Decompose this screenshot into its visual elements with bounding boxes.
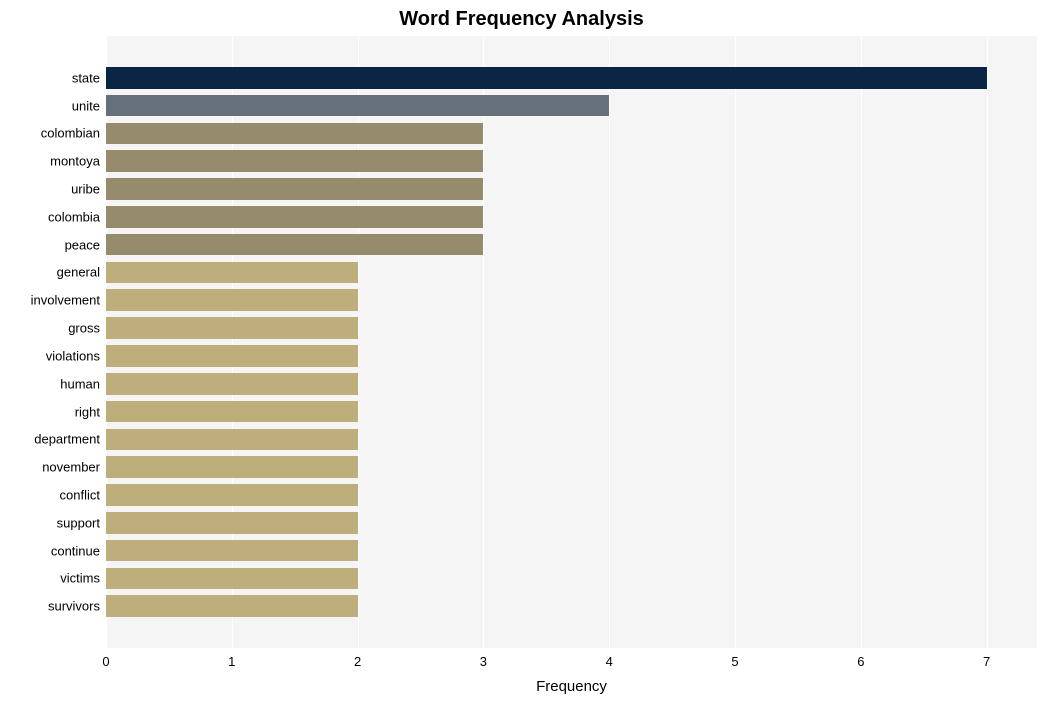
y-tick-label: november xyxy=(42,460,106,475)
bar xyxy=(106,178,483,200)
bar xyxy=(106,429,358,451)
x-gridline xyxy=(609,36,610,648)
y-tick-label: colombian xyxy=(41,126,106,141)
y-tick-label: department xyxy=(34,432,106,447)
bar xyxy=(106,595,358,617)
bar xyxy=(106,123,483,145)
x-gridline xyxy=(735,36,736,648)
x-tick-label: 6 xyxy=(857,648,864,669)
y-tick-label: state xyxy=(72,70,106,85)
bar xyxy=(106,568,358,590)
x-tick-label: 7 xyxy=(983,648,990,669)
bar xyxy=(106,206,483,228)
x-tick-label: 3 xyxy=(480,648,487,669)
x-gridline xyxy=(483,36,484,648)
x-tick-label: 0 xyxy=(102,648,109,669)
y-tick-label: montoya xyxy=(50,154,106,169)
y-tick-label: colombia xyxy=(48,209,106,224)
bar xyxy=(106,540,358,562)
chart-title: Word Frequency Analysis xyxy=(0,8,1043,31)
y-tick-label: violations xyxy=(46,348,106,363)
bar xyxy=(106,484,358,506)
bar xyxy=(106,401,358,423)
x-gridline xyxy=(861,36,862,648)
bar xyxy=(106,262,358,284)
x-gridline xyxy=(987,36,988,648)
bar xyxy=(106,456,358,478)
y-tick-label: continue xyxy=(51,543,106,558)
y-tick-label: survivors xyxy=(48,599,106,614)
y-tick-label: victims xyxy=(60,571,106,586)
y-tick-label: unite xyxy=(72,98,106,113)
y-tick-label: peace xyxy=(65,237,106,252)
y-tick-label: right xyxy=(75,404,106,419)
bar xyxy=(106,67,987,89)
y-tick-label: general xyxy=(57,265,106,280)
y-tick-label: conflict xyxy=(60,488,106,503)
bar xyxy=(106,373,358,395)
y-tick-label: uribe xyxy=(71,182,106,197)
x-tick-label: 4 xyxy=(606,648,613,669)
y-tick-label: gross xyxy=(68,321,106,336)
bar xyxy=(106,289,358,311)
word-frequency-chart: Word Frequency Analysis 01234567stateuni… xyxy=(0,0,1043,701)
x-tick-label: 5 xyxy=(731,648,738,669)
bar xyxy=(106,317,358,339)
plot-area: 01234567stateunitecolombianmontoyauribec… xyxy=(106,36,1037,648)
x-tick-label: 1 xyxy=(228,648,235,669)
y-tick-label: involvement xyxy=(31,293,106,308)
y-tick-label: human xyxy=(60,376,106,391)
bar xyxy=(106,95,609,117)
bar xyxy=(106,234,483,256)
bar xyxy=(106,512,358,534)
bar xyxy=(106,150,483,172)
x-axis-title: Frequency xyxy=(536,678,607,695)
bar xyxy=(106,345,358,367)
x-tick-label: 2 xyxy=(354,648,361,669)
y-tick-label: support xyxy=(57,515,106,530)
